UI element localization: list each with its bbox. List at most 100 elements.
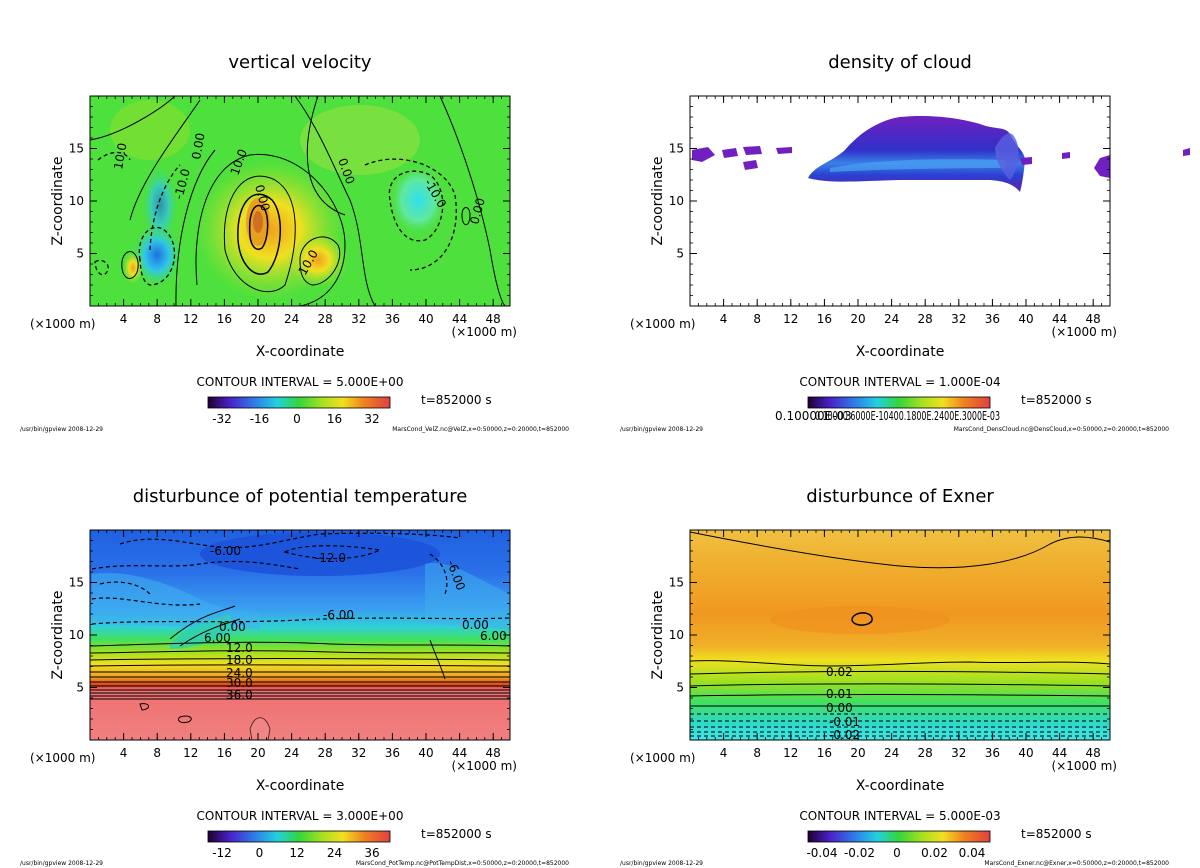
x-axis-label: X-coordinate (256, 344, 345, 360)
contour-label: 12.0 (226, 641, 253, 655)
contour-interval: CONTOUR INTERVAL = 5.000E-03 (799, 809, 1000, 823)
contour-label: 10.0 (111, 142, 129, 171)
y-tick-label: 5 (676, 247, 684, 261)
y-tick-label: 10 (669, 628, 684, 642)
chart-potential-temperature: disturbunce of potential temperature (20, 486, 569, 867)
x-tick-label: 36 (385, 312, 400, 326)
x-unit-right: (×1000 m) (1052, 759, 1117, 773)
x-tick-label: 48 (486, 312, 501, 326)
y-axis-label: Z-coordinate (50, 156, 66, 245)
y-tick-label: 15 (69, 576, 84, 590)
footer-right: MarsCond_DensCloud.nc@DensCloud,x=0:5000… (954, 426, 1169, 433)
contour-label: 18.0 (226, 653, 253, 667)
x-tick-label: 20 (850, 746, 865, 760)
colorbar-tick-label: 0 (893, 846, 901, 860)
x-tick-label: 16 (817, 312, 832, 326)
x-tick-label: 4 (720, 312, 728, 326)
x-tick-label: 44 (1052, 312, 1067, 326)
chart-title: vertical velocity (228, 52, 372, 73)
contour-label: -12.0 (315, 551, 346, 565)
chart-vertical-velocity: vertical velocity (20, 52, 569, 433)
contour-label: -0.02 (829, 728, 860, 742)
y-tick-label: 5 (76, 247, 84, 261)
x-tick-label: 20 (250, 312, 265, 326)
x-tick-label: 28 (318, 312, 333, 326)
colorbar-tick-label: 0 (256, 846, 264, 860)
panel-exner: disturbunce of Exner 0.02 (600, 434, 1200, 868)
time-label: t=852000 s (1021, 393, 1092, 407)
x-tick-label: 40 (418, 746, 433, 760)
contour-label: -0.01 (829, 715, 860, 729)
colorbar-tick-label: 32 (364, 412, 379, 426)
x-tick-label: 24 (884, 312, 899, 326)
x-tick-label: 28 (318, 746, 333, 760)
x-tick-label: 20 (850, 312, 865, 326)
x-unit-right: (×1000 m) (452, 759, 517, 773)
x-tick-label: 48 (486, 746, 501, 760)
colorbar-tick-label: 0.04 (959, 846, 986, 860)
colorbar-ticks: -12 0 12 24 36 (212, 846, 379, 860)
y-axis-label: Z-coordinate (50, 590, 66, 679)
contour-label: 30.0 (226, 676, 253, 690)
contour-label: 24.0 (226, 666, 253, 680)
y-tick-label: 15 (669, 142, 684, 156)
x-tick-label: 4 (720, 746, 728, 760)
colorbar-tick-label: 0.10000E-03 (775, 409, 852, 423)
time-label: t=852000 s (421, 393, 492, 407)
colorbar-tick-label: -16 (250, 412, 270, 426)
time-label: t=852000 s (421, 827, 492, 841)
x-unit-left: (×1000 m) (30, 317, 95, 331)
x-tick-label: 4 (120, 746, 128, 760)
colorbar-tick-label: -0.02 (844, 846, 875, 860)
x-tick-label: 48 (1086, 312, 1101, 326)
x-tick-label: 24 (284, 746, 299, 760)
contour-interval: CONTOUR INTERVAL = 3.000E+00 (197, 809, 404, 823)
colorbar-tick-label: -32 (212, 412, 232, 426)
contour-label: 0.00 (252, 183, 272, 212)
x-unit-left: (×1000 m) (30, 751, 95, 765)
x-tick-label: 44 (1052, 746, 1067, 760)
x-tick-label: 16 (217, 312, 232, 326)
contour-label: 0.00 (189, 132, 207, 161)
contour-label: -6.00 (210, 544, 241, 558)
colorbar-ticks: -32 -16 0 16 32 (212, 412, 379, 426)
chart-title: disturbunce of potential temperature (133, 486, 468, 507)
chart-exner: disturbunce of Exner 0.02 (620, 486, 1169, 867)
y-tick-label: 5 (676, 681, 684, 695)
x-tick-label: 28 (918, 746, 933, 760)
colorbar-tick-label: 16 (327, 412, 342, 426)
x-tick-label: 12 (183, 746, 198, 760)
x-tick-label: 8 (753, 746, 761, 760)
colorbar-ticks: -0.04 -0.02 0 0.02 0.04 (806, 846, 985, 860)
footer-left: /usr/bin/gpview 2008-12-29 (20, 860, 103, 867)
x-axis-label: X-coordinate (256, 778, 345, 794)
x-tick-label: 40 (1018, 312, 1033, 326)
x-tick-label: 8 (753, 312, 761, 326)
colorbar-tick-label: -12 (212, 846, 232, 860)
x-tick-label: 48 (1086, 746, 1101, 760)
contour-label: 0.00 (462, 618, 489, 632)
contour-label: 0.02 (826, 665, 853, 679)
contour-label: 6.00 (204, 631, 231, 645)
x-tick-label: 36 (385, 746, 400, 760)
plot-area: 0.02 0.01 0.00 -0.01 -0.02 (689, 530, 1111, 742)
x-unit-right: (×1000 m) (452, 325, 517, 339)
colorbar-tick-label: 12 (289, 846, 304, 860)
colorbar (207, 396, 391, 409)
y-tick-label: 15 (69, 142, 84, 156)
x-tick-label: 12 (183, 312, 198, 326)
colorbar-tick-label: 0.02 (921, 846, 948, 860)
y-tick-label: 10 (669, 194, 684, 208)
y-tick-label: 15 (669, 576, 684, 590)
time-label: t=852000 s (1021, 827, 1092, 841)
x-tick-label: 24 (284, 312, 299, 326)
x-unit-left: (×1000 m) (630, 751, 695, 765)
colorbar (807, 396, 991, 409)
colorbar-tick-label: 36 (364, 846, 379, 860)
panel-potential-temperature: disturbunce of potential temperature (0, 434, 600, 868)
y-axis-label: Z-coordinate (650, 590, 666, 679)
footer-left: /usr/bin/gpview 2008-12-29 (20, 426, 103, 433)
panel-vertical-velocity: vertical velocity (0, 0, 600, 434)
x-unit-right: (×1000 m) (1052, 325, 1117, 339)
